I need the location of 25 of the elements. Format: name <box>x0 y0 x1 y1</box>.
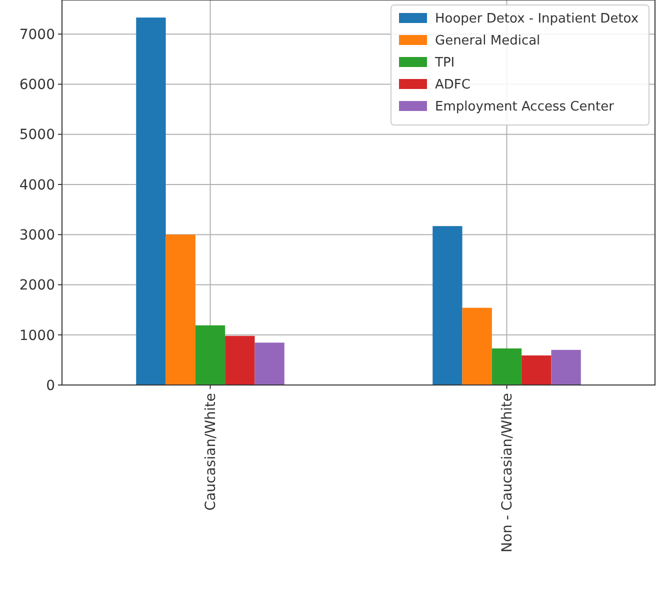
legend-label: ADFC <box>435 78 470 93</box>
bar <box>254 342 284 385</box>
bar <box>225 336 255 385</box>
legend-label: Hooper Detox - Inpatient Detox <box>435 12 639 27</box>
y-tick-label: 1000 <box>19 328 55 344</box>
bar <box>195 325 226 385</box>
bar <box>462 308 492 385</box>
x-tick-label: Non - Caucasian/White <box>500 393 516 552</box>
bar <box>522 355 552 385</box>
legend-label: TPI <box>434 56 455 71</box>
bar <box>136 18 166 385</box>
y-tick-label: 3000 <box>19 228 55 244</box>
y-tick-label: 2000 <box>19 278 55 294</box>
bar <box>492 348 522 385</box>
y-tick-label: 4000 <box>19 177 55 194</box>
legend-label: General Medical <box>435 34 540 49</box>
y-tick-label: 0 <box>46 378 55 394</box>
bar <box>551 350 581 385</box>
bar <box>166 234 196 385</box>
y-tick-label: 7000 <box>19 26 55 43</box>
x-tick-label: Caucasian/White <box>203 393 220 511</box>
legend-label: Employment Access Center <box>435 100 615 115</box>
y-tick-label: 5000 <box>19 127 55 144</box>
bar <box>432 226 462 385</box>
y-tick-label: 6000 <box>19 77 55 94</box>
